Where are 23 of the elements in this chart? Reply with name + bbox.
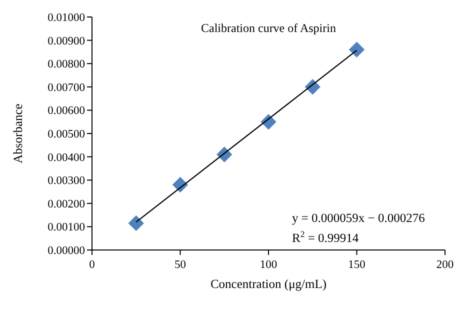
y-tick-label: 0.00700	[48, 82, 86, 94]
y-tick-label: 0.00600	[48, 105, 86, 118]
point	[128, 215, 144, 232]
y-tick-label: 0.01000	[48, 12, 86, 24]
annotation: y = 0.000059x − 0.000276	[292, 211, 425, 225]
y-tick-label: 0.00300	[48, 175, 86, 188]
y-tick-label: 0.00500	[48, 128, 86, 141]
x-tick-label: 50	[174, 259, 186, 271]
point	[348, 42, 365, 58]
x-tick-label: 100	[260, 259, 278, 271]
y-tick-label: 0.00800	[48, 58, 86, 71]
y-tick-label: 0.00400	[48, 152, 86, 164]
y-axis-title: Absorbance	[11, 103, 25, 164]
x-axis-title: Concentration (μg/mL)	[210, 277, 327, 291]
y-tick-label: 0.00100	[48, 222, 86, 234]
y-tick-label: 0.00900	[48, 35, 86, 48]
x-tick-label: 150	[348, 259, 366, 271]
y-tick-label: 0.00200	[48, 198, 86, 210]
annotation: R$^{2}$ = 0.99914	[292, 229, 360, 245]
x-tick-label: 0	[89, 259, 96, 271]
x-tick-label: 200	[436, 259, 454, 271]
y-tick-label: 0.00000	[48, 245, 86, 258]
chart-title: Calibration curve of Aspirin	[201, 21, 336, 35]
